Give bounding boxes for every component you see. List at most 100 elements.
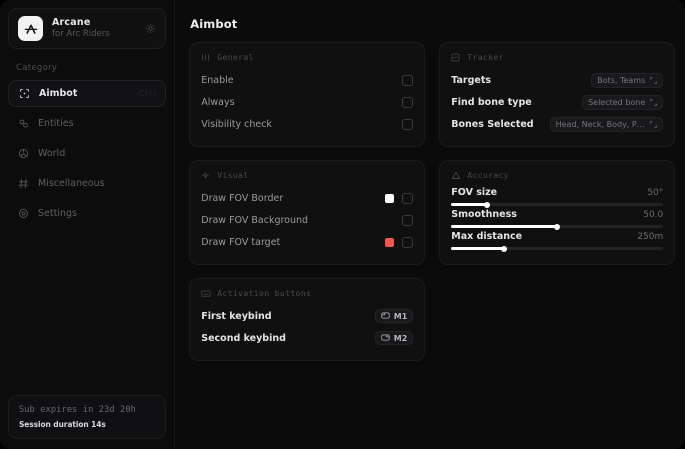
slider-knob[interactable]: [554, 223, 561, 230]
session-duration: Session duration 14s: [19, 420, 106, 429]
gear-icon[interactable]: [145, 23, 156, 34]
sidebar-item-settings[interactable]: Settings: [8, 200, 166, 227]
tracker-card-header: Tracker: [451, 52, 663, 62]
brand-card[interactable]: Arcane for Arc Riders: [8, 8, 167, 49]
setting-row-targets[interactable]: Targets Bots, Teams: [451, 69, 664, 91]
targets-value: Bots, Teams: [597, 75, 646, 85]
sidebar-item-entities[interactable]: Entities: [8, 110, 166, 137]
setting-row-find-bone-type[interactable]: Find bone type Selected bone: [451, 91, 664, 113]
row-label: Draw FOV target: [201, 236, 281, 248]
activation-buttons-card: Activation buttons First keybind: [189, 278, 426, 361]
tracker-card-title: Tracker: [467, 52, 504, 62]
row-label: Second keybind: [201, 332, 286, 344]
sidebar-item-label: Aimbot: [39, 88, 78, 99]
always-checkbox[interactable]: [402, 96, 414, 108]
row-label: First keybind: [201, 310, 272, 322]
slider-knob[interactable]: [501, 245, 508, 252]
setting-row-always[interactable]: Always: [201, 91, 414, 113]
general-card-title: General: [217, 52, 254, 62]
triangle-icon: [451, 170, 461, 180]
slider-track[interactable]: [451, 201, 664, 208]
sidebar-item-miscellaneous[interactable]: Miscellaneous: [8, 170, 166, 197]
slider-knob[interactable]: [484, 201, 491, 208]
slider-label: Smoothness: [451, 209, 517, 220]
visual-card: Visual Draw FOV Border Draw FOV Backgrou…: [189, 160, 426, 265]
eye-icon: [201, 170, 211, 180]
left-column: General Enable Always Visibility check: [189, 42, 426, 361]
slider-label: Max distance: [451, 231, 523, 242]
accuracy-card-title: Accuracy: [467, 170, 509, 180]
brand-subtitle: for Arc Riders: [52, 28, 110, 39]
draw-fov-target-checkbox[interactable]: [402, 236, 414, 248]
sidebar: Arcane for Arc Riders Category Ai: [0, 0, 176, 449]
mouse-icon: [381, 312, 390, 321]
bones-selected-dropdown[interactable]: Head, Neck, Body, Pe..: [549, 116, 664, 132]
slider-smoothness[interactable]: Smoothness 50.0: [451, 209, 664, 230]
setting-row-bones-selected[interactable]: Bones Selected Head, Neck, Body, Pe..: [451, 113, 664, 135]
enable-checkbox[interactable]: [402, 74, 414, 86]
sidebar-item-world[interactable]: World: [8, 140, 166, 167]
subscription-status: Sub expires in 23d 20h: [19, 405, 136, 415]
activation-card-title: Activation buttons: [217, 288, 312, 298]
row-label: Draw FOV Border: [201, 192, 284, 204]
setting-row-draw-fov-target[interactable]: Draw FOV target: [201, 231, 414, 253]
status-card: Sub expires in 23d 20h Session duration …: [8, 395, 167, 439]
sidebar-item-aimbot[interactable]: Aimbot Ctrl: [8, 80, 167, 107]
crosshair-icon: [18, 88, 30, 100]
row-label: Targets: [451, 74, 492, 86]
keyboard-icon: [201, 288, 211, 298]
app-logo: [18, 16, 43, 41]
sidebar-nav: Aimbot Ctrl Entities: [8, 80, 167, 227]
setting-row-first-keybind[interactable]: First keybind M1: [201, 305, 414, 327]
visual-card-title: Visual: [217, 170, 249, 180]
accuracy-card: Accuracy FOV size 50°: [439, 160, 676, 265]
setting-row-draw-fov-background[interactable]: Draw FOV Background: [201, 209, 414, 231]
fov-border-color-swatch[interactable]: [385, 193, 395, 203]
slider-value: 50.0: [643, 210, 664, 220]
fov-target-color-swatch[interactable]: [385, 237, 395, 247]
setting-row-second-keybind[interactable]: Second keybind M2: [201, 327, 414, 349]
settings-icon: [17, 208, 29, 220]
brand-name: Arcane: [52, 16, 91, 28]
draw-fov-background-checkbox[interactable]: [402, 214, 414, 226]
expand-icon: [650, 98, 657, 106]
target-icon: [451, 52, 461, 62]
globe-icon: [17, 148, 29, 160]
sidebar-item-label: World: [38, 148, 66, 159]
keybind-value: M1: [393, 311, 408, 321]
sidebar-item-label: Miscellaneous: [38, 178, 105, 189]
slider-track[interactable]: [451, 245, 664, 252]
slider-fov-size[interactable]: FOV size 50°: [451, 187, 664, 208]
right-column: Tracker Targets Bots, Teams: [439, 42, 676, 265]
swatch-placeholder: [385, 216, 394, 225]
bones-selected-value: Head, Neck, Body, Pe..: [555, 119, 646, 129]
visibility-check-checkbox[interactable]: [402, 118, 414, 130]
slider-fill: [451, 203, 488, 206]
settings-columns: General Enable Always Visibility check: [189, 42, 676, 361]
slider-header: Max distance 250m: [451, 231, 663, 242]
sidebar-item-hint: Ctrl: [138, 89, 157, 98]
mouse-icon: [381, 334, 390, 343]
find-bone-type-dropdown[interactable]: Selected bone: [582, 94, 664, 110]
row-label: Always: [201, 96, 235, 108]
setting-row-visibility-check[interactable]: Visibility check: [201, 113, 414, 135]
draw-fov-border-checkbox[interactable]: [402, 192, 414, 204]
page-title: Aimbot: [190, 17, 238, 31]
logo-glyph: [24, 24, 37, 34]
slider-track[interactable]: [451, 223, 664, 230]
entities-icon: [17, 118, 29, 130]
slider-value: 50°: [647, 188, 664, 198]
slider-label: FOV size: [451, 187, 498, 198]
setting-row-enable[interactable]: Enable: [201, 69, 414, 91]
row-label: Draw FOV Background: [201, 214, 309, 226]
slider-fill: [451, 247, 505, 250]
first-keybind-button[interactable]: M1: [374, 309, 414, 323]
setting-row-draw-fov-border[interactable]: Draw FOV Border: [201, 187, 414, 209]
category-label: Category: [16, 63, 58, 73]
slider-max-distance[interactable]: Max distance 250m: [451, 231, 664, 252]
second-keybind-button[interactable]: M2: [374, 331, 414, 345]
brand-text: Arcane for Arc Riders: [52, 16, 136, 40]
targets-dropdown[interactable]: Bots, Teams: [591, 72, 664, 88]
row-label: Bones Selected: [451, 118, 534, 130]
